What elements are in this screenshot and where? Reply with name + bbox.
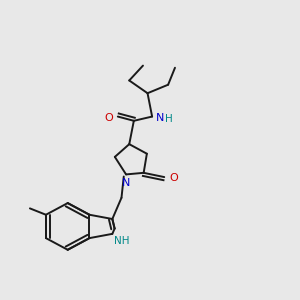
Text: N: N <box>122 178 130 188</box>
Text: O: O <box>169 173 178 183</box>
Text: O: O <box>104 112 113 123</box>
Text: N: N <box>155 112 164 123</box>
Text: NH: NH <box>114 236 129 246</box>
Text: H: H <box>165 114 172 124</box>
